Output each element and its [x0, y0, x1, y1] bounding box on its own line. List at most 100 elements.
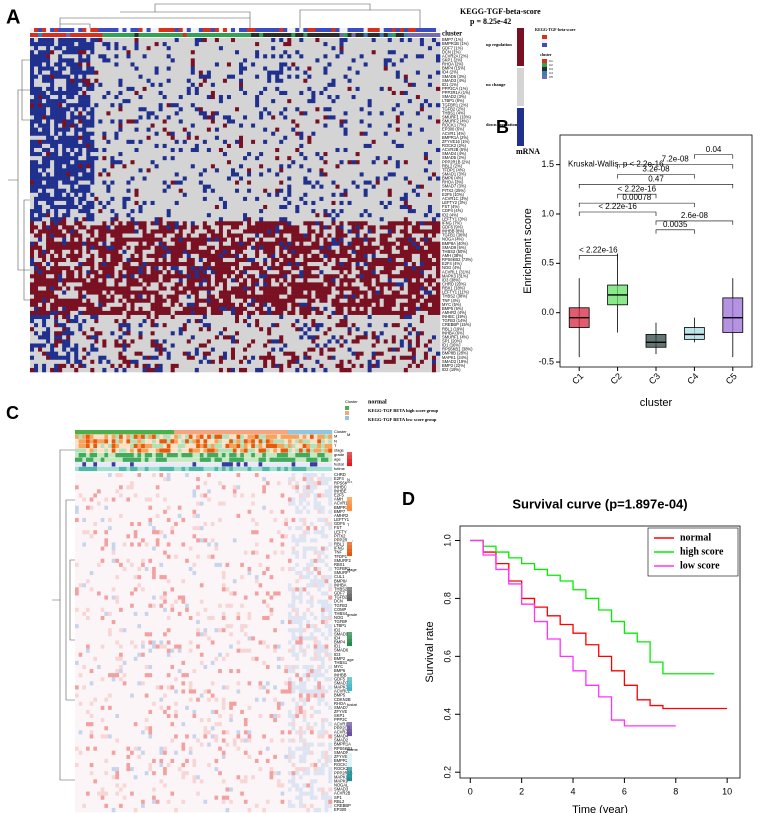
heatmap-cell	[331, 217, 336, 222]
heatmap-cell	[267, 188, 272, 194]
heatmap-cell	[62, 78, 67, 84]
heatmap-cell	[170, 78, 176, 84]
heatmap-cell	[202, 139, 208, 145]
heatmap-cell	[363, 95, 368, 100]
heatmap-cell	[347, 82, 352, 88]
heatmap-cell	[114, 42, 119, 47]
heatmap-cell	[403, 180, 409, 185]
heatmap-cell	[182, 139, 188, 145]
heatmap-cell	[427, 176, 433, 181]
heatmap-cell	[431, 78, 437, 84]
heatmap-cell	[30, 103, 35, 108]
heatmap-cell	[339, 90, 344, 96]
heatmap-cell	[427, 119, 433, 124]
heatmap-cell	[218, 46, 224, 51]
heatmap-cell	[46, 38, 51, 43]
heatmap-cell	[403, 209, 409, 214]
heatmap-cell	[391, 107, 397, 112]
heatmap-cell	[399, 58, 405, 63]
heatmap-cell	[90, 139, 95, 145]
heatmap-cell	[331, 70, 336, 75]
heatmap-cell	[359, 147, 364, 153]
heatmap-cell	[267, 103, 272, 108]
heatmap-cell	[126, 221, 131, 226]
heatmap-cell	[267, 196, 272, 202]
heatmap-cell	[251, 111, 256, 116]
heatmap-cell	[118, 95, 123, 100]
heatmap-cell	[98, 58, 103, 63]
heatmap-cell	[178, 86, 184, 92]
heatmap-cell	[347, 62, 352, 67]
heatmap-cell	[271, 135, 276, 141]
heatmap-cell	[383, 200, 389, 206]
heatmap-cell	[267, 172, 272, 177]
heatmap-cell	[259, 62, 264, 67]
heatmap-cell	[38, 188, 43, 194]
heatmap-cell	[327, 209, 332, 214]
heatmap-cell	[170, 160, 176, 165]
heatmap-cell	[46, 82, 51, 88]
heatmap-cell	[403, 168, 409, 173]
heatmap-cell	[407, 176, 413, 181]
cluster-annotation-cell	[331, 33, 336, 37]
heatmap-cell	[335, 95, 340, 100]
heatmap-cell	[218, 119, 224, 124]
heatmap-cell	[222, 70, 228, 75]
heatmap-cell	[327, 172, 332, 177]
heatmap-cell	[239, 119, 244, 124]
heatmap-cell	[62, 164, 67, 169]
heatmap-cell	[255, 152, 260, 157]
heatmap-cell	[202, 160, 208, 165]
cluster-annotation-cell	[387, 33, 393, 37]
score-annotation-cell	[54, 28, 59, 32]
heatmap-cell	[395, 119, 401, 124]
heatmap-cell	[283, 156, 288, 161]
heatmap-cell	[323, 213, 328, 218]
heatmap-cell	[66, 107, 71, 112]
heatmap-cell	[118, 196, 123, 202]
heatmap-cell	[34, 196, 39, 202]
heatmap-cell	[423, 78, 429, 84]
heatmap-cell	[411, 50, 417, 55]
heatmap-cell	[395, 62, 401, 67]
heatmap-cell	[126, 74, 131, 80]
heatmap-cell	[331, 95, 336, 100]
heatmap-cell	[271, 172, 276, 177]
heatmap-cell	[395, 139, 401, 145]
heatmap-cell	[327, 82, 332, 88]
heatmap-cell	[391, 139, 397, 145]
heatmap-cell	[162, 95, 167, 100]
heatmap-cell	[190, 147, 196, 153]
heatmap-cell	[391, 135, 397, 141]
heatmap-cell	[371, 209, 376, 214]
heatmap-cell	[267, 123, 272, 128]
heatmap-cell	[423, 192, 429, 198]
heatmap-cell	[367, 139, 372, 145]
heatmap-cell	[331, 152, 336, 157]
heatmap-cell	[359, 111, 364, 116]
heatmap-cell	[158, 127, 163, 132]
heatmap-cell	[58, 225, 63, 230]
heatmap-cell	[387, 164, 393, 169]
heatmap-cell	[230, 172, 236, 177]
heatmap-cell	[94, 82, 99, 88]
heatmap-cell	[102, 95, 107, 100]
heatmap-cell	[319, 119, 324, 124]
heatmap-cell	[142, 115, 147, 120]
heatmap-cell	[174, 107, 180, 112]
cluster-annotation-cell	[46, 33, 51, 37]
heatmap-cell	[371, 168, 376, 173]
heatmap-cell	[162, 99, 167, 104]
heatmap-cell	[182, 58, 188, 63]
heatmap-cell	[363, 152, 368, 157]
heatmap-cell	[58, 70, 63, 75]
heatmap-cell	[174, 54, 180, 59]
heatmap-cell	[186, 127, 192, 132]
heatmap-cell	[255, 168, 260, 173]
heatmap-cell	[351, 184, 356, 190]
heatmap-cell	[403, 86, 409, 92]
heatmap-cell	[54, 225, 59, 230]
cluster-annotation-cell	[415, 33, 421, 37]
heatmap-cell	[411, 188, 417, 194]
heatmap-cell	[38, 127, 43, 132]
